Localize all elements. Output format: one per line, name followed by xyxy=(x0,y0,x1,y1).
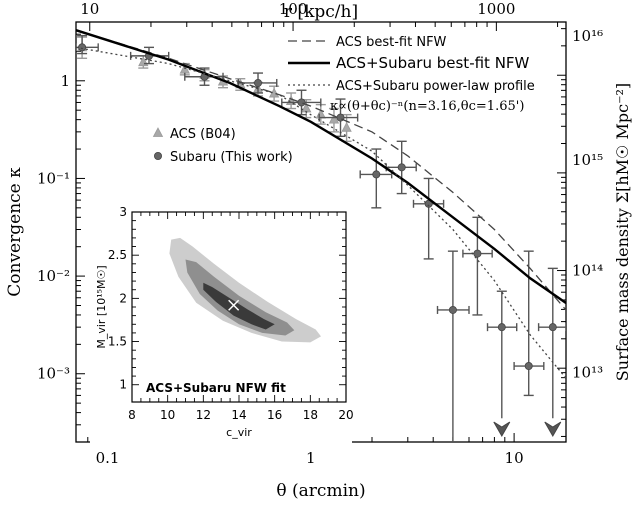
legend-circle-marker xyxy=(153,151,162,160)
subaru-point xyxy=(297,98,306,107)
inset-y-tick-label: 3 xyxy=(119,205,127,219)
confidence-region-2 xyxy=(185,259,295,336)
subaru-point xyxy=(397,163,406,172)
acs-nfw-curve xyxy=(76,29,566,311)
subaru-point xyxy=(448,305,457,314)
inset-y-tick-label: 1.5 xyxy=(108,335,127,349)
inset-x-tick-label: 12 xyxy=(196,408,211,422)
inset-chart: 8 10 12 14 16 18 20 1 1.5 2 2.5 3 c_vir M_vir [10¹⁵M☉… xyxy=(90,200,354,452)
right-tick-label: 10¹⁵ xyxy=(572,151,603,169)
subaru-point xyxy=(372,170,381,179)
upper-limit-arrow xyxy=(493,421,511,438)
subaru-point xyxy=(548,323,557,332)
confidence-region-1 xyxy=(203,282,275,330)
confidence-region-3 xyxy=(169,237,321,343)
inset-x-tick-label: 20 xyxy=(338,408,353,422)
legend-formula: κ∝(θ+θc)⁻ⁿ(n=3.16,θc=1.65') xyxy=(330,99,524,114)
y-tick-label: 10⁻³ xyxy=(37,365,70,383)
inset-y-tick-label: 1 xyxy=(119,378,127,392)
y-axis-title: Convergence κ xyxy=(5,167,25,297)
inset-x-tick-label: 18 xyxy=(303,408,318,422)
plot-area xyxy=(76,29,566,442)
subaru-point xyxy=(524,362,533,371)
main-chart: 0.1 1 10 10⁻³ 10⁻² 10⁻¹ 1 10 100 1000 10¹³ 10¹⁴ 10¹⁵… xyxy=(5,0,632,501)
acs-point xyxy=(328,113,340,124)
legend-label: Subaru (This work) xyxy=(170,150,293,165)
inset-y-tick-label: 2.5 xyxy=(108,248,127,262)
acs-point xyxy=(341,121,352,132)
inset-x-tick-label: 16 xyxy=(267,408,282,422)
x-tick-label: 10 xyxy=(505,449,524,467)
power-law-curve xyxy=(76,46,566,379)
right-tick-label: 10¹⁶ xyxy=(572,27,603,45)
subaru-point xyxy=(78,43,87,52)
legend-label: ACS (B04) xyxy=(170,127,236,142)
subaru-point xyxy=(473,249,482,258)
y-tick-label: 10⁻² xyxy=(37,267,70,285)
legend-label: ACS best-fit NFW xyxy=(336,35,447,50)
inset-y-axis-title: M_vir [10¹⁵M☉] xyxy=(95,265,108,348)
top-tick-label: 10 xyxy=(80,0,99,18)
inset-x-tick-label: 8 xyxy=(128,408,136,422)
inset-x-tick-label: 14 xyxy=(231,408,246,422)
right-tick-label: 10¹⁴ xyxy=(572,262,603,280)
top-tick-label: 1000 xyxy=(477,0,515,18)
y-tick-label: 10⁻¹ xyxy=(37,169,70,187)
top-axis-title: r [kpc/h] xyxy=(284,2,358,22)
right-tick-label: 10¹³ xyxy=(572,363,603,381)
inset-x-axis-title: c_vir xyxy=(226,426,252,439)
inset-x-tick-label: 10 xyxy=(160,408,175,422)
legend-triangle-marker xyxy=(152,127,164,137)
right-axis-title: Surface mass density Σ[hM☉ Mpc⁻²] xyxy=(613,83,632,381)
subaru-point xyxy=(254,78,263,87)
best-fit-marker xyxy=(228,299,240,311)
legend-label: ACS+Subaru best-fit NFW xyxy=(336,54,530,72)
x-axis-title: θ (arcmin) xyxy=(276,481,365,501)
inset-y-tick-label: 2 xyxy=(119,291,127,305)
upper-limit-arrow xyxy=(544,421,562,438)
top-tick-label: 100 xyxy=(279,0,308,18)
x-tick-label: 0.1 xyxy=(96,449,120,467)
legend: ACS best-fit NFW ACS+Subaru best-fit NFW A… xyxy=(152,35,535,165)
inset-title: ACS+Subaru NFW fit xyxy=(146,381,286,395)
legend-label: ACS+Subaru power-law profile xyxy=(336,79,535,94)
subaru-point xyxy=(497,323,506,332)
x-tick-label: 1 xyxy=(306,449,316,467)
y-tick-label: 1 xyxy=(60,72,70,90)
